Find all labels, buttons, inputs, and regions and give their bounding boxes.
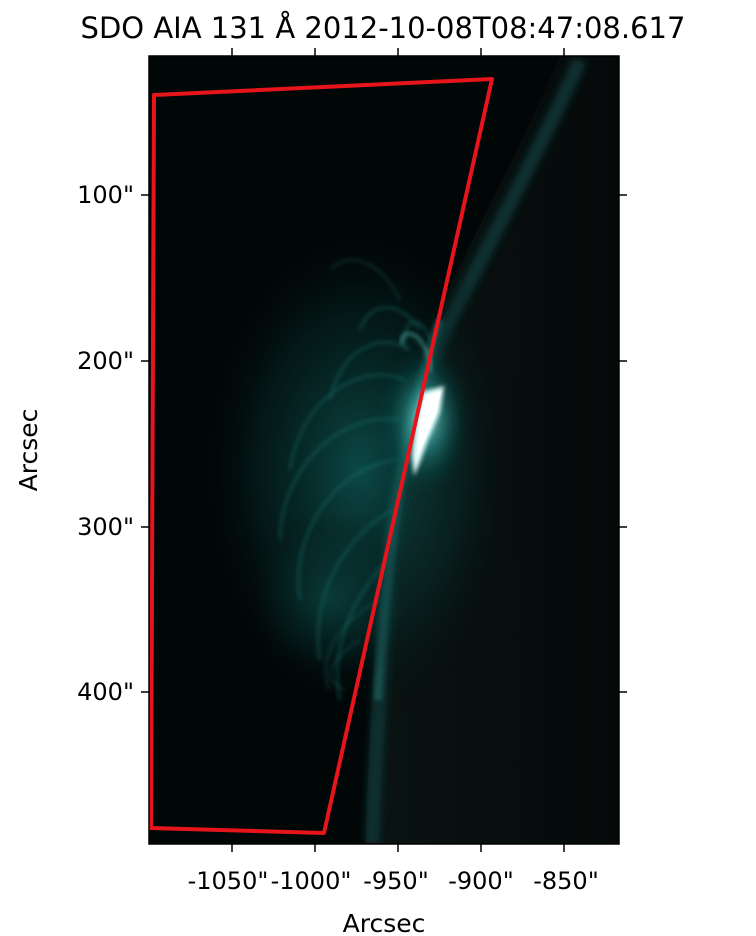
y-tick-label: 400" bbox=[77, 678, 134, 706]
y-tick-labels: 100" 200" 300" 400" bbox=[77, 181, 134, 706]
x-tick-label: -900" bbox=[448, 867, 514, 895]
region-overlay-polygon bbox=[149, 77, 494, 835]
y-tick-label: 300" bbox=[77, 513, 134, 541]
y-tick-label: 200" bbox=[77, 347, 134, 375]
y-axis-label: Arcsec bbox=[14, 409, 43, 492]
x-axis-ticks bbox=[231, 48, 565, 852]
x-tick-label: -850" bbox=[533, 867, 599, 895]
y-tick-label: 100" bbox=[77, 181, 134, 209]
figure-title: SDO AIA 131 Å 2012-10-08T08:47:08.617 bbox=[81, 11, 686, 45]
y-axis-ticks bbox=[141, 194, 627, 693]
x-tick-labels: -1050" -1000" -950" -900" -850" bbox=[188, 867, 599, 895]
solar-image bbox=[149, 56, 619, 844]
x-tick-label: -1000" bbox=[271, 867, 352, 895]
x-tick-label: -950" bbox=[363, 867, 429, 895]
x-tick-label: -1050" bbox=[188, 867, 269, 895]
x-axis-label: Arcsec bbox=[343, 909, 426, 936]
axes-frame bbox=[148, 55, 620, 845]
